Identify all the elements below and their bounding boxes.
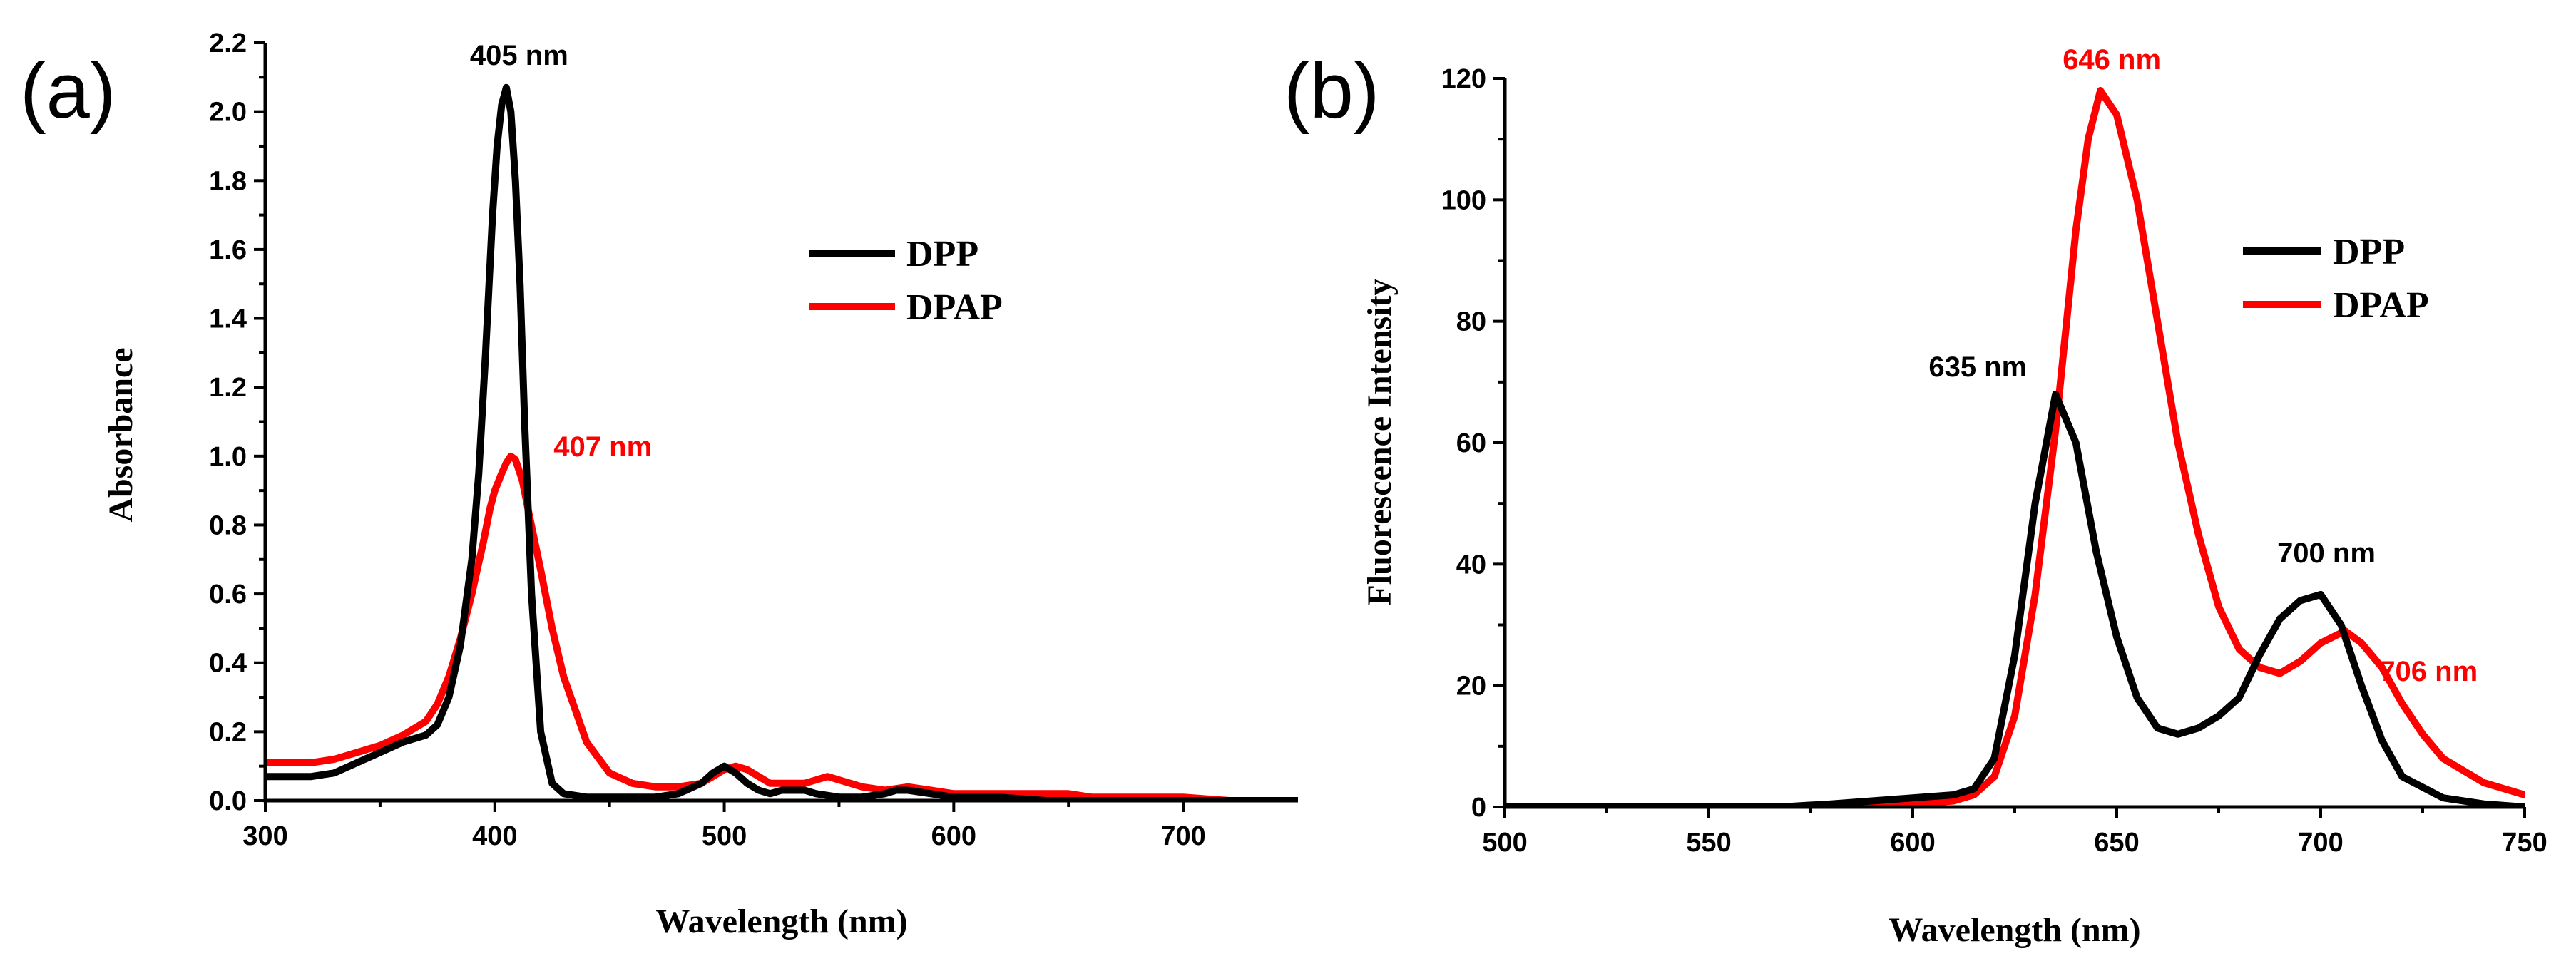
panel-a: (a) 300 400 500 600 700 0.0 0.2 0.4 0.6 0.8 1.0 1.2 1… — [20, 29, 1298, 940]
peak-annotation: 407 nm — [553, 431, 652, 463]
legend-label-dpp: DPP — [906, 234, 978, 274]
y-tick-label: 60 — [1456, 428, 1486, 458]
x-tick-label: 600 — [931, 821, 976, 851]
y-tick-label: 0.2 — [209, 717, 247, 747]
x-tick-label: 300 — [242, 821, 287, 851]
x-axis-title: Wavelength (nm) — [1888, 911, 2140, 949]
peak-annotation: 405 nm — [470, 40, 568, 71]
panel-label: (a) — [20, 47, 116, 135]
x-tick-label: 700 — [2298, 828, 2343, 858]
legend-label-dpap: DPAP — [906, 287, 1003, 328]
y-tick-label: 0.0 — [209, 786, 247, 816]
peak-annotation: 646 nm — [2063, 44, 2161, 76]
y-tick-label: 20 — [1456, 672, 1486, 702]
y-tick-label: 0.4 — [209, 649, 247, 679]
axis-frame — [263, 43, 1298, 803]
panel-b: (b) 500 550 600 650 700 750 0 20 40 60 80 100 120 Wave… — [1284, 44, 2547, 949]
series-line-dpap — [1505, 87, 2525, 807]
x-tick-label: 750 — [2502, 828, 2547, 858]
series-line-dpp — [1505, 390, 2525, 807]
series-line-dpap — [265, 452, 1298, 801]
peak-annotation: 706 nm — [2379, 656, 2478, 687]
x-tick-label: 400 — [472, 821, 517, 851]
y-tick-label: 40 — [1456, 550, 1486, 580]
y-axis-title: Absorbance — [102, 347, 140, 522]
y-tick-label: 120 — [1441, 64, 1486, 94]
panel-label: (b) — [1284, 47, 1379, 135]
y-tick-label: 100 — [1441, 185, 1486, 215]
legend-label-dpp: DPP — [2333, 232, 2405, 272]
x-tick-label: 700 — [1160, 821, 1205, 851]
legend-label-dpap: DPAP — [2333, 285, 2429, 326]
y-tick-label: 1.0 — [209, 442, 247, 472]
x-tick-label: 650 — [2094, 828, 2139, 858]
y-tick-label: 80 — [1456, 307, 1486, 337]
y-tick-label: 0.6 — [209, 580, 247, 610]
y-axis-title: Fluorescence Intensity — [1361, 278, 1399, 605]
x-tick-label: 600 — [1890, 828, 1935, 858]
peak-annotation: 700 nm — [2277, 538, 2376, 569]
x-tick-label: 550 — [1686, 828, 1731, 858]
y-tick-label: 1.6 — [209, 235, 247, 265]
x-tick-label: 500 — [702, 821, 747, 851]
y-tick-label: 1.8 — [209, 166, 247, 196]
peak-annotation: 635 nm — [1928, 351, 2027, 383]
y-tick-label: 1.2 — [209, 373, 247, 403]
x-axis-title: Wavelength (nm) — [655, 903, 907, 940]
y-tick-label: 2.2 — [209, 29, 247, 58]
series-line-dpp — [265, 83, 1298, 801]
y-tick-label: 0 — [1471, 793, 1486, 823]
y-tick-label: 1.4 — [209, 304, 247, 334]
y-tick-label: 0.8 — [209, 510, 247, 540]
x-tick-label: 500 — [1482, 828, 1527, 858]
y-tick-label: 2.0 — [209, 98, 247, 128]
